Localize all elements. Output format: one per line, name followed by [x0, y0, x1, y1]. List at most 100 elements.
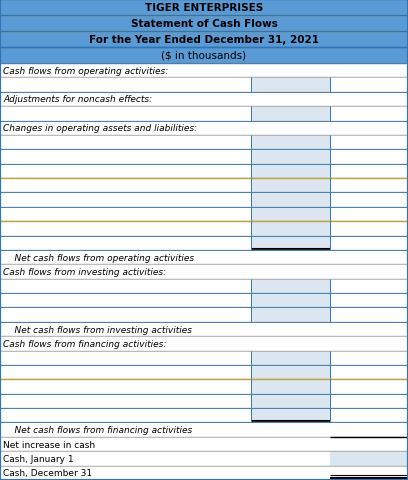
Bar: [330, 78, 408, 93]
Bar: [251, 408, 330, 422]
Bar: [330, 236, 408, 251]
Bar: [0, 193, 251, 207]
Bar: [251, 179, 330, 193]
Bar: [330, 466, 408, 480]
Bar: [330, 107, 408, 121]
Text: Net increase in cash: Net increase in cash: [3, 440, 95, 449]
Bar: [251, 207, 330, 222]
Bar: [0, 380, 251, 394]
Text: For the Year Ended December 31, 2021: For the Year Ended December 31, 2021: [89, 35, 319, 45]
Bar: [0, 279, 251, 293]
Text: Cash flows from investing activities:: Cash flows from investing activities:: [3, 267, 166, 276]
Bar: [0, 179, 251, 193]
Bar: [0, 64, 251, 78]
Bar: [330, 322, 408, 336]
Bar: [251, 380, 330, 394]
Bar: [251, 222, 330, 236]
Bar: [251, 422, 330, 437]
Bar: [330, 193, 408, 207]
Bar: [251, 279, 330, 293]
Bar: [0, 437, 251, 451]
Bar: [0, 48, 408, 64]
Bar: [0, 136, 251, 150]
Text: Changes in operating assets and liabilities:: Changes in operating assets and liabilit…: [3, 124, 197, 133]
Bar: [0, 121, 251, 136]
Bar: [251, 64, 330, 78]
Bar: [251, 121, 330, 136]
Bar: [0, 107, 251, 121]
Bar: [330, 179, 408, 193]
Bar: [0, 394, 251, 408]
Bar: [330, 380, 408, 394]
Bar: [251, 136, 330, 150]
Bar: [330, 164, 408, 179]
Bar: [251, 322, 330, 336]
Bar: [0, 322, 251, 336]
Bar: [0, 222, 251, 236]
Bar: [251, 164, 330, 179]
Bar: [330, 437, 408, 451]
Bar: [0, 78, 251, 93]
Bar: [251, 293, 330, 308]
Bar: [0, 466, 251, 480]
Bar: [330, 207, 408, 222]
Bar: [251, 451, 330, 466]
Bar: [330, 408, 408, 422]
Bar: [251, 466, 330, 480]
Bar: [330, 265, 408, 279]
Bar: [0, 422, 251, 437]
Bar: [251, 93, 330, 107]
Bar: [330, 394, 408, 408]
Bar: [330, 121, 408, 136]
Bar: [330, 150, 408, 164]
Bar: [0, 236, 251, 251]
Bar: [251, 150, 330, 164]
Bar: [330, 279, 408, 293]
Bar: [330, 64, 408, 78]
Bar: [251, 351, 330, 365]
Bar: [251, 265, 330, 279]
Bar: [330, 451, 408, 466]
Bar: [0, 365, 251, 380]
Bar: [330, 222, 408, 236]
Text: ($ in thousands): ($ in thousands): [162, 51, 246, 61]
Text: Cash, December 31: Cash, December 31: [3, 468, 92, 477]
Bar: [0, 16, 408, 32]
Bar: [251, 394, 330, 408]
Bar: [0, 0, 408, 16]
Bar: [330, 422, 408, 437]
Text: Cash flows from financing activities:: Cash flows from financing activities:: [3, 339, 166, 348]
Bar: [0, 207, 251, 222]
Text: Cash flows from operating activities:: Cash flows from operating activities:: [3, 67, 168, 75]
Bar: [251, 437, 330, 451]
Bar: [330, 293, 408, 308]
Bar: [251, 365, 330, 380]
Text: Net cash flows from financing activities: Net cash flows from financing activities: [3, 425, 192, 434]
Bar: [0, 336, 251, 351]
Text: Statement of Cash Flows: Statement of Cash Flows: [131, 19, 277, 29]
Bar: [0, 32, 408, 48]
Bar: [330, 93, 408, 107]
Bar: [0, 308, 251, 322]
Bar: [0, 251, 251, 265]
Bar: [330, 351, 408, 365]
Bar: [330, 251, 408, 265]
Bar: [251, 251, 330, 265]
Bar: [251, 336, 330, 351]
Bar: [0, 408, 251, 422]
Text: TIGER ENTERPRISES: TIGER ENTERPRISES: [145, 3, 263, 13]
Bar: [330, 308, 408, 322]
Text: Adjustments for noncash effects:: Adjustments for noncash effects:: [3, 95, 152, 104]
Bar: [0, 293, 251, 308]
Bar: [330, 336, 408, 351]
Text: Cash, January 1: Cash, January 1: [3, 454, 73, 463]
Bar: [0, 265, 251, 279]
Bar: [251, 193, 330, 207]
Text: Net cash flows from operating activities: Net cash flows from operating activities: [3, 253, 194, 262]
Text: Net cash flows from investing activities: Net cash flows from investing activities: [3, 325, 192, 334]
Bar: [330, 136, 408, 150]
Bar: [251, 236, 330, 251]
Bar: [251, 78, 330, 93]
Bar: [251, 107, 330, 121]
Bar: [0, 451, 251, 466]
